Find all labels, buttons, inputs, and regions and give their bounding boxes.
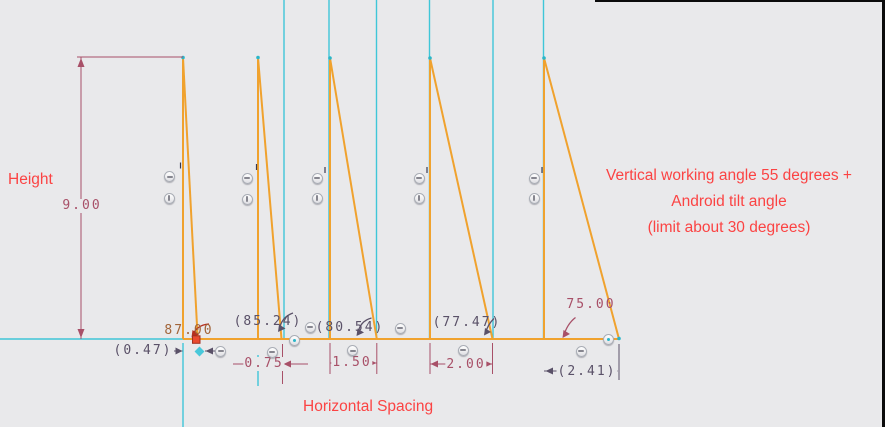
cyan-dot-glyph [292,338,296,342]
vertical-bar-glyph [316,195,318,201]
horizontal-bar-glyph [217,350,224,352]
vertical-bar-glyph [533,195,535,201]
vertical-relation-icon[interactable] [311,192,323,204]
horizontal-spacing-note-label[interactable]: Horizontal Spacing [303,398,434,415]
horizontal-bar-glyph [349,349,356,352]
horizontal-bar-glyph [244,177,250,179]
triangle-1-hypotenuse[interactable] [182,57,199,340]
triangle-4-hypotenuse[interactable] [429,57,494,340]
vertical-relation-icon[interactable] [413,192,425,204]
angle-dimension-1[interactable]: 87.00 [164,323,214,338]
angle-dimension-4[interactable]: (77.47) [432,315,502,330]
horizontal-relation-icon[interactable] [304,321,316,333]
spacing-dimension-5[interactable]: (2.41) [556,364,618,379]
spacing-dimension-2[interactable]: 0.75 [243,356,285,371]
angle-dimension-5[interactable]: 75.00 [566,297,616,312]
horizontal-bar-glyph [531,177,537,179]
angle-dimension-2[interactable]: (85.24) [233,314,303,329]
window-right-edge [881,0,885,427]
triangle-2-hypotenuse[interactable] [257,57,283,340]
vertical-angle-note-line2: Android tilt angle [671,193,787,210]
spacing-dimension-3[interactable]: 1.50 [331,355,373,370]
horizontal-relation-icon[interactable] [164,171,175,182]
horizontal-bar-glyph [397,327,403,329]
horizontal-bar-glyph [416,177,422,179]
relation-tick-marks [179,162,543,173]
triangle-3-hypotenuse[interactable] [329,57,378,340]
triangle-5-hypotenuse[interactable] [543,57,620,340]
horizontal-bar-glyph [269,351,275,353]
horizontal-relation-icon[interactable] [394,322,406,334]
horizontal-bar-glyph [307,326,313,328]
sketch-triangles[interactable] [182,57,620,340]
vertical-angle-note-line3: (limit about 30 degrees) [647,219,811,236]
height-note-label[interactable]: Height [8,171,53,188]
horizontal-relation-icon[interactable] [457,344,469,356]
horizontal-relation-icon[interactable] [266,346,278,358]
vertical-relation-icon[interactable] [163,192,175,204]
coincident-point-icon[interactable] [602,333,614,345]
window-top-edge [595,0,885,2]
vertical-relation-icon[interactable] [241,193,253,205]
horizontal-relation-icon[interactable] [347,345,358,356]
coincident-point-icon[interactable] [288,334,300,346]
cyan-dot-glyph [606,337,610,341]
horizontal-relation-icon[interactable] [528,172,540,184]
horizontal-relation-icon[interactable] [575,345,587,357]
vertical-bar-glyph [418,195,420,201]
vertical-bar-glyph [246,196,248,202]
selected-point-marker[interactable] [192,335,201,344]
horizontal-bar-glyph [166,175,173,178]
horizontal-relation-icon[interactable] [413,172,425,184]
vertical-bar-glyph [168,195,170,201]
horizontal-bar-glyph [460,349,466,351]
vertical-relation-icon[interactable] [528,192,540,204]
angle-dimension-3[interactable]: (80.54) [315,320,385,335]
vertical-angle-note-line1: Vertical working angle 55 degrees + [605,167,852,184]
horizontal-relation-icon[interactable] [215,345,226,357]
spacing-dimension-4[interactable]: 2.00 [445,357,487,372]
horizontal-bar-glyph [314,177,320,179]
vertical-angle-note[interactable]: Vertical working angle 55 degrees + Andr… [570,163,885,241]
horizontal-relation-icon[interactable] [311,172,323,184]
spacing-dimension-1[interactable]: (0.47) [113,343,173,358]
height-dimension[interactable]: 9.00 [61,198,103,213]
horizontal-relation-icon[interactable] [241,172,253,184]
selected-angle-leader[interactable] [191,323,210,344]
horizontal-bar-glyph [578,350,584,352]
